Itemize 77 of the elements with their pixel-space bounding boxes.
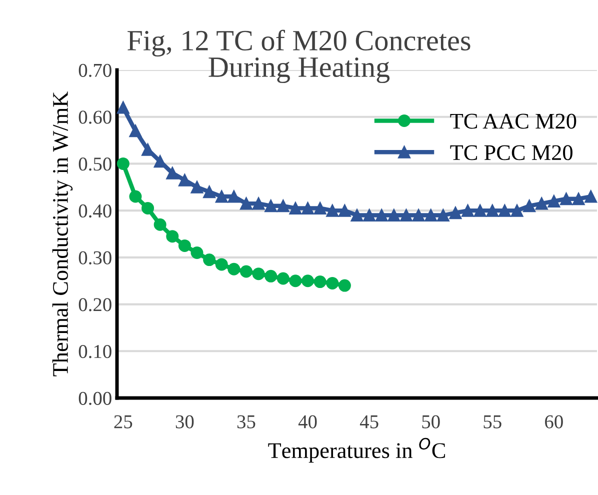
point xyxy=(252,197,265,210)
point xyxy=(240,197,252,210)
point xyxy=(276,200,290,212)
point xyxy=(178,239,191,252)
point xyxy=(203,186,216,198)
x-tick-label: 60 xyxy=(545,415,563,428)
point xyxy=(424,209,438,222)
y-tick-label: 0.00 xyxy=(78,392,112,406)
point xyxy=(142,202,154,214)
point xyxy=(498,204,511,217)
point xyxy=(400,209,412,222)
point xyxy=(215,258,228,271)
point xyxy=(338,204,351,217)
point xyxy=(363,209,376,222)
legend-label: TC AAC M20 xyxy=(450,114,576,129)
point xyxy=(486,204,499,217)
point xyxy=(548,194,560,208)
point xyxy=(388,209,400,222)
x-axis-title: Temperatures in $^{O}$C xyxy=(268,438,445,463)
point xyxy=(314,276,326,288)
point xyxy=(228,262,240,276)
point xyxy=(116,101,130,114)
point xyxy=(350,209,364,222)
point xyxy=(462,204,474,217)
point xyxy=(215,190,228,203)
point xyxy=(228,190,240,203)
point xyxy=(154,218,166,231)
x-tick-label: 30 xyxy=(176,415,194,428)
point xyxy=(289,202,302,214)
x-tick-label: 40 xyxy=(298,415,317,428)
point xyxy=(584,190,598,203)
point xyxy=(289,274,302,288)
x-tick-label: 35 xyxy=(237,415,256,428)
point xyxy=(264,270,278,282)
point xyxy=(375,209,388,222)
point xyxy=(523,200,536,212)
point xyxy=(116,157,130,170)
point xyxy=(412,209,425,222)
y-tick-label: 0.50 xyxy=(78,158,112,171)
point xyxy=(190,246,204,259)
y-tick-label: 0.30 xyxy=(78,251,112,264)
x-tick-label: 50 xyxy=(422,415,440,428)
point xyxy=(240,265,252,278)
point xyxy=(326,204,339,217)
point xyxy=(190,180,204,194)
point xyxy=(302,274,314,288)
point xyxy=(535,197,548,210)
point xyxy=(302,202,314,214)
legend-label: TC PCC M20 xyxy=(450,145,572,160)
point xyxy=(474,204,486,217)
x-tick-label: 25 xyxy=(114,415,132,428)
point xyxy=(572,192,585,206)
point xyxy=(129,124,142,138)
point xyxy=(338,279,351,292)
y-axis-title: Thermal Conductivity in W/mK xyxy=(52,92,73,376)
y-tick-label: 0.60 xyxy=(78,110,112,124)
point xyxy=(252,268,265,280)
point xyxy=(314,202,326,214)
point xyxy=(178,174,191,186)
point xyxy=(166,166,179,180)
point xyxy=(560,192,572,206)
point xyxy=(326,276,339,290)
y-tick-label: 0.70 xyxy=(78,64,112,78)
point xyxy=(166,230,179,243)
chart-title: Fig, 12 TC of M20 Concretes During Heating xyxy=(128,30,470,84)
x-tick-label: 55 xyxy=(484,415,502,428)
point xyxy=(276,272,290,285)
point xyxy=(264,200,278,212)
point xyxy=(510,204,524,217)
y-tick-label: 0.40 xyxy=(78,204,112,218)
x-tick-label: 45 xyxy=(360,415,378,428)
point xyxy=(129,190,142,203)
point xyxy=(449,206,462,220)
point xyxy=(436,209,450,222)
y-tick-label: 0.10 xyxy=(78,344,112,358)
point xyxy=(203,254,216,266)
y-tick-label: 0.20 xyxy=(78,298,112,312)
